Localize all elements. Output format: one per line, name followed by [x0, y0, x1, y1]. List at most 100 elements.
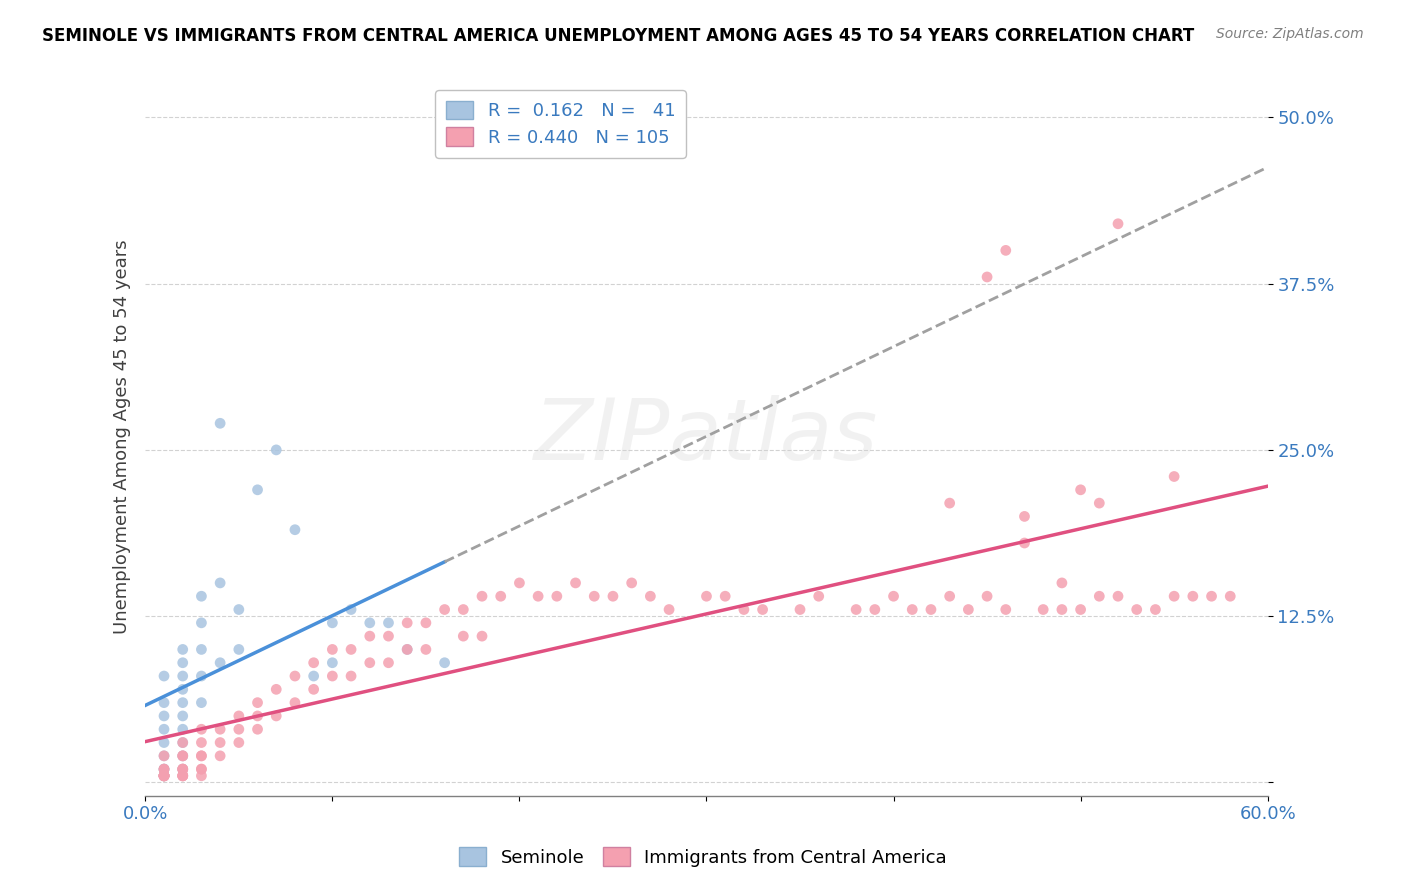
- Point: [1201, 589, 1223, 603]
- Point: [172, 769, 194, 783]
- Point: [1050, 602, 1073, 616]
- Point: [228, 642, 250, 657]
- Point: [1070, 602, 1092, 616]
- Point: [228, 709, 250, 723]
- Point: [153, 762, 176, 776]
- Point: [1163, 589, 1185, 603]
- Point: [1219, 589, 1241, 603]
- Point: [284, 669, 307, 683]
- Y-axis label: Unemployment Among Ages 45 to 54 years: Unemployment Among Ages 45 to 54 years: [114, 239, 131, 634]
- Point: [1163, 469, 1185, 483]
- Point: [396, 642, 419, 657]
- Point: [321, 669, 343, 683]
- Point: [527, 589, 550, 603]
- Point: [172, 735, 194, 749]
- Point: [284, 696, 307, 710]
- Point: [172, 682, 194, 697]
- Point: [938, 496, 960, 510]
- Point: [228, 735, 250, 749]
- Point: [415, 642, 437, 657]
- Point: [172, 748, 194, 763]
- Point: [733, 602, 755, 616]
- Point: [453, 602, 475, 616]
- Point: [883, 589, 905, 603]
- Point: [1050, 576, 1073, 591]
- Point: [546, 589, 568, 603]
- Point: [302, 656, 325, 670]
- Point: [471, 589, 494, 603]
- Point: [172, 769, 194, 783]
- Point: [377, 615, 399, 630]
- Point: [508, 576, 530, 591]
- Point: [1014, 536, 1036, 550]
- Point: [209, 417, 232, 431]
- Point: [172, 748, 194, 763]
- Point: [246, 483, 269, 497]
- Point: [1088, 589, 1111, 603]
- Point: [340, 602, 363, 616]
- Point: [302, 682, 325, 697]
- Point: [489, 589, 512, 603]
- Point: [209, 576, 232, 591]
- Point: [190, 762, 212, 776]
- Point: [583, 589, 606, 603]
- Point: [172, 696, 194, 710]
- Point: [172, 762, 194, 776]
- Point: [172, 709, 194, 723]
- Point: [172, 762, 194, 776]
- Point: [153, 769, 176, 783]
- Point: [1125, 602, 1147, 616]
- Point: [172, 762, 194, 776]
- Point: [153, 769, 176, 783]
- Point: [172, 735, 194, 749]
- Point: [359, 656, 381, 670]
- Point: [264, 442, 287, 457]
- Point: [321, 656, 343, 670]
- Point: [228, 723, 250, 737]
- Point: [1181, 589, 1204, 603]
- Point: [190, 762, 212, 776]
- Point: [153, 748, 176, 763]
- Point: [190, 642, 212, 657]
- Point: [1107, 217, 1129, 231]
- Point: [938, 589, 960, 603]
- Point: [340, 642, 363, 657]
- Point: [602, 589, 624, 603]
- Point: [415, 615, 437, 630]
- Point: [153, 769, 176, 783]
- Point: [153, 769, 176, 783]
- Point: [471, 629, 494, 643]
- Point: [172, 769, 194, 783]
- Point: [190, 696, 212, 710]
- Text: Source: ZipAtlas.com: Source: ZipAtlas.com: [1216, 27, 1364, 41]
- Point: [377, 629, 399, 643]
- Point: [228, 602, 250, 616]
- Point: [246, 709, 269, 723]
- Point: [209, 735, 232, 749]
- Point: [1088, 496, 1111, 510]
- Point: [396, 615, 419, 630]
- Point: [920, 602, 942, 616]
- Point: [172, 769, 194, 783]
- Point: [359, 629, 381, 643]
- Point: [658, 602, 681, 616]
- Point: [153, 769, 176, 783]
- Point: [246, 723, 269, 737]
- Point: [901, 602, 924, 616]
- Point: [190, 748, 212, 763]
- Point: [209, 748, 232, 763]
- Point: [153, 723, 176, 737]
- Point: [209, 656, 232, 670]
- Point: [714, 589, 737, 603]
- Point: [172, 642, 194, 657]
- Point: [172, 723, 194, 737]
- Point: [264, 682, 287, 697]
- Point: [957, 602, 980, 616]
- Point: [190, 748, 212, 763]
- Point: [1144, 602, 1167, 616]
- Point: [190, 615, 212, 630]
- Legend: Seminole, Immigrants from Central America: Seminole, Immigrants from Central Americ…: [453, 840, 953, 874]
- Point: [976, 270, 998, 285]
- Point: [751, 602, 773, 616]
- Point: [190, 769, 212, 783]
